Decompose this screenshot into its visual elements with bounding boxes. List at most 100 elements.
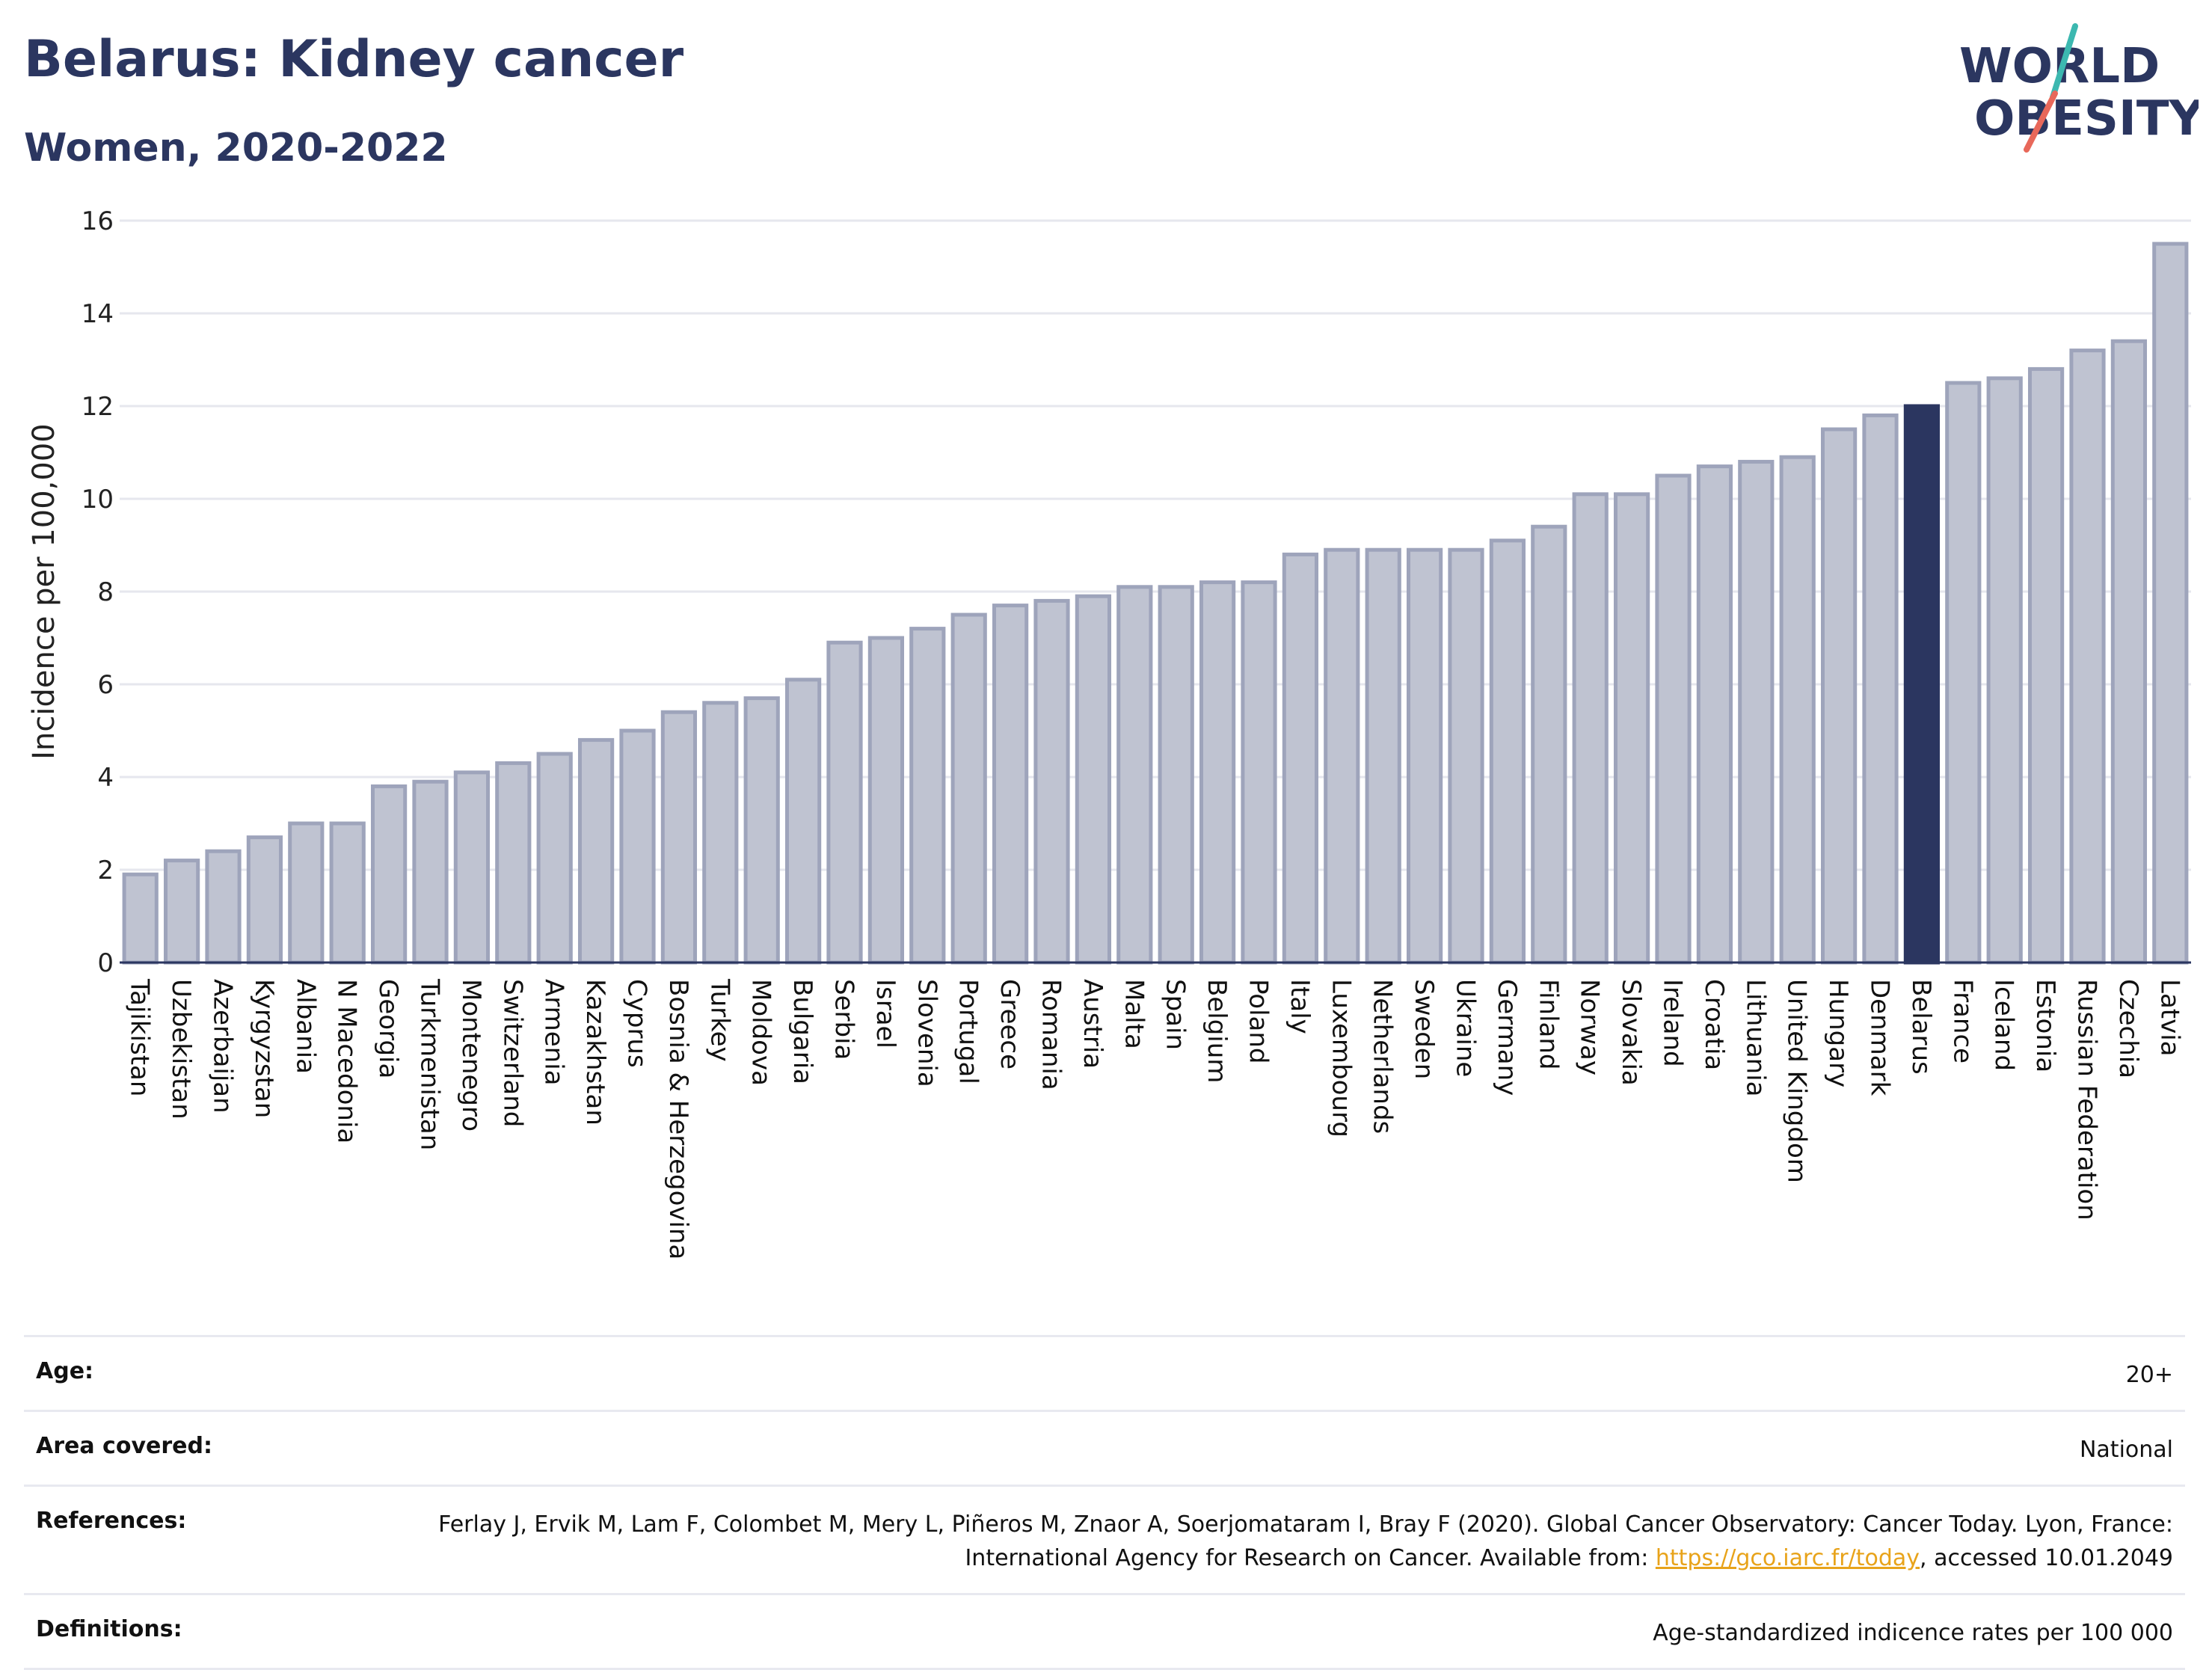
- x-tick-label: Romania: [1036, 979, 1066, 1090]
- bar-luxembourg[interactable]: [1324, 547, 1360, 965]
- bar-ireland[interactable]: [1655, 473, 1692, 965]
- bar-israel[interactable]: [867, 636, 905, 965]
- bar-malta[interactable]: [1116, 585, 1153, 965]
- bar-montenegro[interactable]: [453, 770, 491, 965]
- x-tick-label: France: [1947, 979, 1977, 1063]
- y-tick-label: 12: [82, 392, 114, 422]
- x-tick-label: Azerbaijan: [208, 979, 238, 1114]
- x-tick-label: Austria: [1078, 979, 1107, 1069]
- bar-serbia[interactable]: [826, 640, 863, 965]
- bar-croatia[interactable]: [1696, 464, 1733, 965]
- x-tick-label: Tajikistan: [125, 978, 155, 1096]
- bar-georgia[interactable]: [370, 784, 408, 965]
- bar-switzerland[interactable]: [495, 761, 532, 965]
- x-tick-label: Hungary: [1823, 979, 1853, 1087]
- x-tick-label: Sweden: [1409, 979, 1439, 1079]
- x-tick-label: Switzerland: [497, 979, 527, 1127]
- logo-line2: OBESITY: [1974, 91, 2199, 147]
- x-tick-label: Germany: [1492, 979, 1522, 1096]
- x-tick-label: Italy: [1285, 979, 1315, 1034]
- bar-turkey[interactable]: [702, 701, 739, 965]
- bar-netherlands[interactable]: [1365, 547, 1401, 965]
- x-tick-label: Slovenia: [912, 979, 941, 1087]
- bar-albania[interactable]: [288, 821, 325, 965]
- y-tick-label: 2: [97, 856, 114, 885]
- bar-azerbaijan[interactable]: [205, 849, 242, 965]
- y-tick-label: 14: [82, 299, 114, 329]
- bar-tajikistan[interactable]: [122, 872, 159, 965]
- bar-italy[interactable]: [1282, 552, 1319, 965]
- x-tick-label: Netherlands: [1368, 979, 1398, 1134]
- bar-belarus[interactable]: [1903, 404, 1941, 965]
- bar-kazakhstan[interactable]: [577, 737, 615, 965]
- x-tick-label: Greece: [995, 979, 1024, 1069]
- x-tick-label: Czechia: [2113, 979, 2143, 1078]
- info-row-area: Area covered: National: [24, 1410, 2185, 1485]
- x-tick-label: Bosnia & Herzegovina: [663, 979, 693, 1259]
- bar-moldova[interactable]: [743, 696, 780, 965]
- bar-armenia[interactable]: [536, 752, 573, 965]
- y-tick-label: 10: [82, 485, 114, 515]
- y-tick-label: 6: [97, 670, 114, 700]
- bar-iceland[interactable]: [1986, 376, 2023, 965]
- bar-cyprus[interactable]: [619, 728, 656, 965]
- x-tick-label: Finland: [1533, 979, 1563, 1070]
- bar-ukraine[interactable]: [1448, 547, 1484, 965]
- bar-portugal[interactable]: [950, 613, 987, 965]
- bar-france[interactable]: [1945, 381, 1982, 965]
- bar-united-kingdom[interactable]: [1779, 455, 1816, 965]
- bar-denmark[interactable]: [1862, 413, 1899, 965]
- x-tick-label: Montenegro: [456, 979, 486, 1132]
- x-tick-label: Kazakhstan: [580, 979, 610, 1126]
- bar-austria[interactable]: [1075, 594, 1112, 965]
- bar-greece[interactable]: [992, 604, 1029, 965]
- bar-chart: 0 2 4 6 8 10 12 14 16 Incidence per 100,000 Tajiki…: [27, 206, 2191, 1259]
- bar-romania[interactable]: [1033, 598, 1070, 965]
- x-tick-label: Poland: [1244, 979, 1274, 1064]
- bar-belgium[interactable]: [1199, 580, 1236, 965]
- bar-estonia[interactable]: [2027, 366, 2065, 965]
- bar-russian-federation[interactable]: [2069, 349, 2106, 965]
- bar-czechia[interactable]: [2110, 339, 2148, 965]
- page-subtitle: Women, 2020-2022: [24, 126, 448, 171]
- x-tick-label: Armenia: [539, 979, 569, 1086]
- info-row-age: Age: 20+: [24, 1335, 2185, 1410]
- bar-turkmenistan[interactable]: [412, 779, 449, 965]
- y-tick-label: 8: [97, 577, 114, 607]
- bar-slovakia[interactable]: [1613, 492, 1650, 965]
- bar-poland[interactable]: [1241, 580, 1277, 965]
- x-tick-label: Norway: [1575, 979, 1605, 1075]
- bar-bosnia-herzegovina[interactable]: [660, 710, 698, 965]
- x-tick-label: Turkmenistan: [415, 978, 445, 1150]
- x-tick-label: Lithuania: [1740, 979, 1770, 1096]
- x-tick-label: Cyprus: [622, 979, 652, 1068]
- bar-lithuania[interactable]: [1738, 459, 1775, 965]
- bar-uzbekistan[interactable]: [163, 859, 200, 965]
- x-tick-label: Serbia: [829, 979, 859, 1060]
- bar-norway[interactable]: [1572, 492, 1609, 965]
- bar-n-macedonia[interactable]: [329, 821, 366, 965]
- bar-sweden[interactable]: [1406, 547, 1443, 965]
- bar-finland[interactable]: [1531, 524, 1567, 965]
- x-tick-label: Ukraine: [1451, 979, 1481, 1077]
- age-value: 20+: [2125, 1362, 2173, 1388]
- definitions-label: Definitions:: [36, 1616, 182, 1642]
- definitions-value: Age-standardized indicence rates per 100…: [1653, 1620, 2173, 1646]
- x-tick-label: Estonia: [2030, 979, 2060, 1072]
- bar-latvia[interactable]: [2152, 242, 2189, 965]
- x-tick-label: Albania: [290, 979, 320, 1074]
- references-link[interactable]: https://gco.iarc.fr/today: [1655, 1545, 1920, 1571]
- world-obesity-logo: WORLD OBESITY: [1959, 23, 2199, 153]
- bar-slovenia[interactable]: [909, 627, 946, 965]
- y-tick-label: 0: [97, 948, 114, 978]
- bar-kyrgyzstan[interactable]: [246, 835, 283, 965]
- bar-bulgaria[interactable]: [784, 678, 822, 965]
- x-tick-label: Latvia: [2154, 979, 2184, 1057]
- y-axis-label: Incidence per 100,000: [27, 423, 61, 760]
- bar-germany[interactable]: [1489, 538, 1526, 965]
- bar-spain[interactable]: [1158, 585, 1194, 965]
- bar-hungary[interactable]: [1820, 427, 1858, 965]
- y-tick-label: 16: [82, 206, 114, 236]
- info-row-definitions: Definitions: Age-standardized indicence …: [24, 1593, 2185, 1670]
- x-tick-label: Israel: [870, 979, 900, 1049]
